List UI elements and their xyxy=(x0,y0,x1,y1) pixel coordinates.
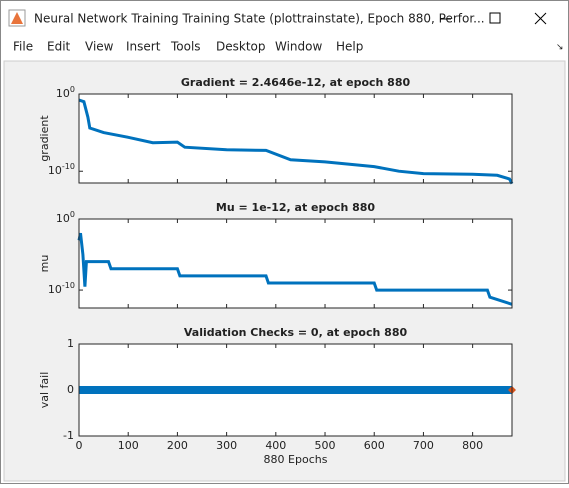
y-tick-base: 10 xyxy=(48,164,62,177)
x-tick-label: 800 xyxy=(462,439,483,452)
toolbar-toggle[interactable]: ↘ xyxy=(556,43,564,53)
menu-item[interactable]: Insert xyxy=(126,40,161,54)
plot-frame xyxy=(78,93,513,184)
y-tick-exponent: 0 xyxy=(70,85,75,94)
x-tick-label: 500 xyxy=(315,439,336,452)
y-tick-label: 1 xyxy=(67,337,74,350)
y-tick-label: 100 xyxy=(56,85,75,101)
y-tick-label: 0 xyxy=(67,383,74,396)
y-axis-label: val fail xyxy=(38,372,51,409)
menu-item[interactable]: Window xyxy=(275,40,323,54)
chart-title: Gradient = 2.4646e-12, at epoch 880 xyxy=(181,76,411,89)
plot-frame xyxy=(78,343,513,437)
window-title: Neural Network Training Training State (… xyxy=(34,12,485,26)
y-tick-label: 100 xyxy=(56,210,75,226)
y-axis-label: mu xyxy=(38,255,51,273)
menu-item[interactable]: Help xyxy=(336,40,363,54)
plot-frame xyxy=(78,218,513,309)
x-tick-label: 300 xyxy=(216,439,237,452)
y-tick-label: 10-10 xyxy=(48,281,75,297)
x-tick-label: 200 xyxy=(167,439,188,452)
y-tick-base: 10 xyxy=(56,87,70,100)
y-tick-base: 10 xyxy=(48,283,62,296)
chart-title: Mu = 1e-12, at epoch 880 xyxy=(216,201,376,214)
menu-bar: File Edit View Insert Tools Desktop Window Help xyxy=(13,40,363,54)
y-tick-label: 10-10 xyxy=(48,162,75,178)
menu-item[interactable]: View xyxy=(85,40,114,54)
menu-item[interactable]: Edit xyxy=(47,40,71,54)
y-axis-label: gradient xyxy=(38,115,51,162)
y-tick-exponent: -10 xyxy=(62,162,75,171)
maximize-button[interactable] xyxy=(489,12,501,24)
data-line xyxy=(77,232,513,306)
x-tick-label: 100 xyxy=(118,439,139,452)
x-tick-label: 700 xyxy=(413,439,434,452)
y-tick-base: 10 xyxy=(56,212,70,225)
menu-item[interactable]: Desktop xyxy=(216,40,266,54)
x-axis-label: 880 Epochs xyxy=(264,453,328,466)
x-tick-label: 400 xyxy=(265,439,286,452)
menu-item[interactable]: File xyxy=(13,40,33,54)
x-tick-label: 600 xyxy=(364,439,385,452)
app-icon xyxy=(8,9,26,27)
plot-area xyxy=(79,94,512,183)
x-tick-label: 0 xyxy=(76,439,83,452)
plot-area xyxy=(79,219,512,308)
y-tick-exponent: -10 xyxy=(62,281,75,290)
y-tick-label: -1 xyxy=(63,429,74,442)
y-tick-exponent: 0 xyxy=(70,210,75,219)
chart-title: Validation Checks = 0, at epoch 880 xyxy=(184,326,408,339)
menu-item[interactable]: Tools xyxy=(170,40,201,54)
close-button[interactable] xyxy=(534,12,547,25)
data-line xyxy=(78,98,514,185)
